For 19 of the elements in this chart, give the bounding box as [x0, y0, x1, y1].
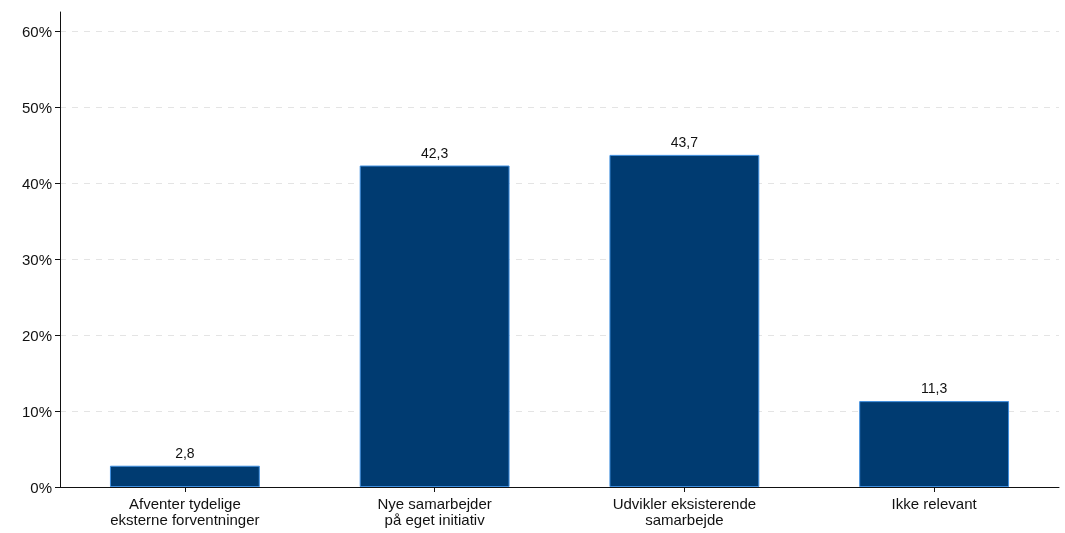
x-tick-label: Nye samarbejder på eget initiativ: [377, 494, 492, 528]
data-label: 2,8: [175, 444, 195, 461]
data-label: 11,3: [921, 380, 948, 397]
y-tick-label: 30%: [21, 250, 52, 268]
y-tick-label: 20%: [21, 326, 52, 344]
data-label: 42,3: [421, 144, 449, 161]
y-tick-label: 40%: [21, 174, 52, 192]
y-tick-label: 50%: [21, 98, 52, 116]
x-tick-label: Afventer tydelige eksterne forventninger: [110, 494, 260, 528]
bar: [359, 165, 510, 487]
bar: [109, 465, 260, 487]
x-tick-label: Udvikler eksisterende samarbejde: [612, 494, 757, 528]
y-tick-label: 60%: [21, 22, 52, 40]
y-tick-label: 0%: [30, 478, 52, 496]
data-label: 43,7: [670, 133, 699, 150]
x-tick-label: Ikke relevant: [891, 494, 978, 512]
bar: [609, 154, 760, 487]
y-tick-label: 10%: [21, 402, 52, 420]
bar: [859, 401, 1010, 487]
